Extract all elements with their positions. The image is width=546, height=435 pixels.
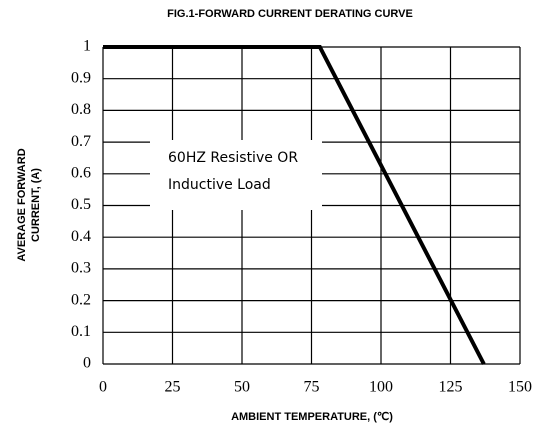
x-tick-label: 150 bbox=[508, 379, 532, 396]
y-tick-label: 0.2 bbox=[71, 291, 91, 308]
annotation: 60HZ Resistive OR bbox=[168, 150, 298, 166]
y-tick-label: 0 bbox=[83, 355, 91, 372]
y-tick-label: 0.7 bbox=[71, 133, 91, 150]
chart-title: FIG.1-FORWARD CURRENT DERATING CURVE bbox=[167, 8, 413, 20]
y-tick-label: 0.1 bbox=[71, 323, 91, 340]
y-tick-label: 0.5 bbox=[71, 196, 91, 213]
y-tick-label: 0.8 bbox=[71, 101, 91, 118]
y-axis-label: AVERAGE FORWARD bbox=[16, 148, 28, 261]
x-tick-label: 0 bbox=[99, 379, 107, 396]
y-tick-label: 0.3 bbox=[71, 260, 91, 277]
annotation: Inductive Load bbox=[168, 177, 271, 193]
y-tick-label: 0.6 bbox=[71, 164, 91, 181]
y-tick-label: 0.9 bbox=[71, 69, 91, 86]
x-tick-label: 25 bbox=[165, 379, 181, 396]
x-axis-label: AMBIENT TEMPERATURE, (℃) bbox=[231, 411, 393, 423]
x-tick-label: 50 bbox=[234, 379, 250, 396]
annotation-box bbox=[150, 140, 322, 210]
y-axis-label: CURRENT, (A) bbox=[30, 168, 42, 242]
x-tick-label: 75 bbox=[304, 379, 320, 396]
y-tick-label: 0.4 bbox=[71, 228, 91, 245]
x-tick-label: 100 bbox=[369, 379, 393, 396]
x-tick-label: 125 bbox=[439, 379, 463, 396]
line bbox=[103, 45, 486, 365]
y-tick-label: 1 bbox=[83, 38, 91, 55]
